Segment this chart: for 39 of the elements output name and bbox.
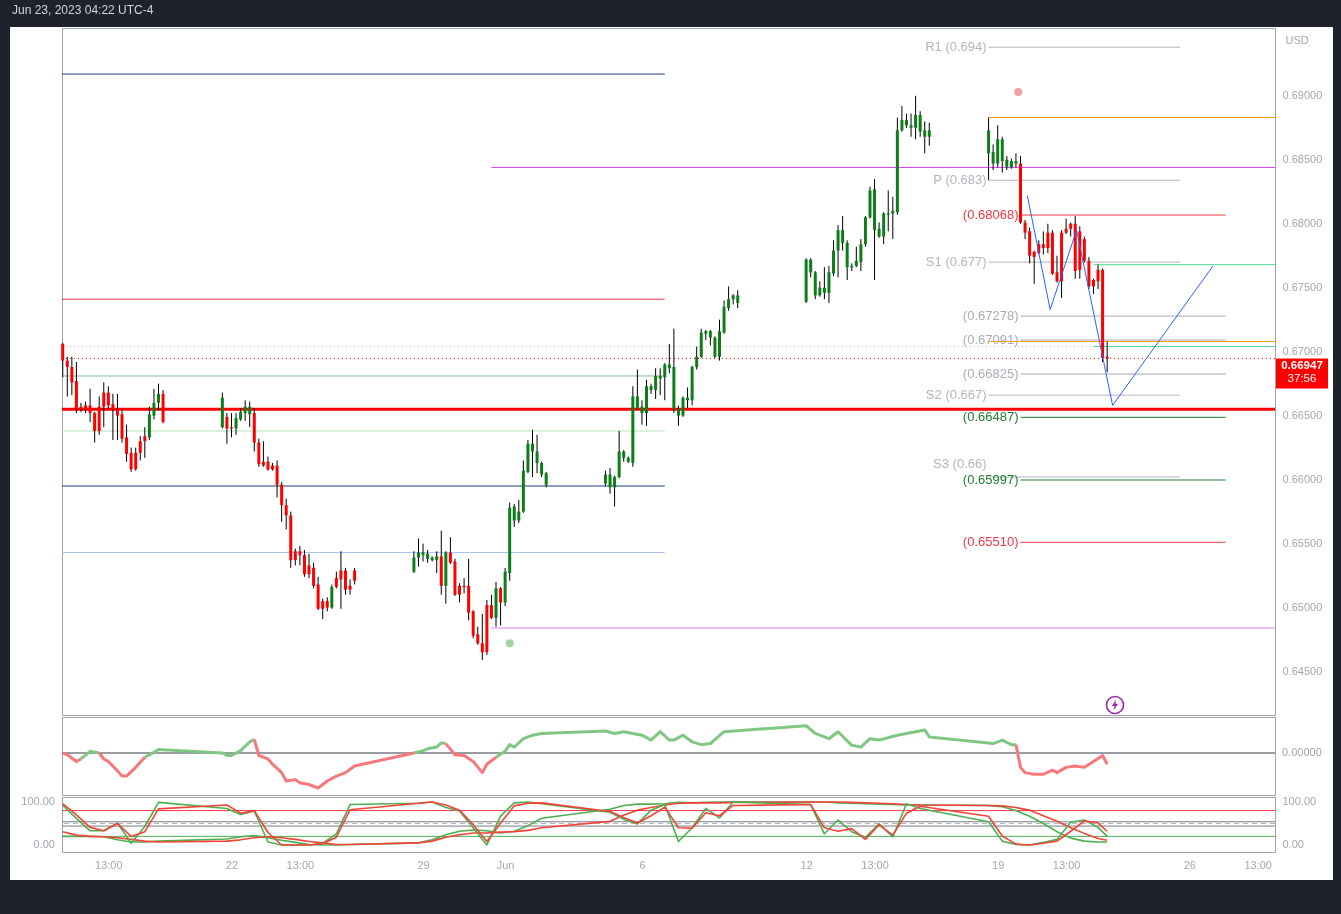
series-label: S3 (0.66) — [933, 456, 987, 472]
x-tick-label: 6 — [639, 858, 646, 871]
x-tick-label: 13:00 — [286, 858, 315, 871]
text: 37:56 — [1287, 372, 1317, 385]
series-label: S2 (0.667) — [925, 387, 987, 403]
ref-line-label: 0.00000 — [1282, 746, 1322, 759]
y-tick-label: 0.65500 — [1282, 537, 1323, 550]
series-label: (0.67091) — [962, 332, 1019, 348]
x-tick-label: 13:00 — [1244, 858, 1272, 871]
x-tick-label: 13:00 — [1052, 858, 1081, 871]
y-tick-label: 0.68000 — [1282, 217, 1323, 230]
series-label: (0.65997) — [962, 471, 1019, 487]
x-tick-label: 13:00 — [95, 858, 123, 871]
series-label: R1 (0.694) — [925, 39, 987, 55]
ref-line-label: 0.66947 — [1281, 359, 1323, 372]
y-tick-label: 0.66000 — [1282, 473, 1323, 486]
y-axis-title: USD — [1285, 33, 1309, 46]
x-tick-label: 19 — [992, 858, 1005, 871]
y-tick-label: 0.67500 — [1282, 281, 1323, 294]
series-label: (0.68068) — [962, 207, 1019, 223]
y-tick-label: 0.68500 — [1282, 153, 1323, 166]
series-label: (0.65510) — [962, 534, 1019, 550]
x-tick-label: 26 — [1183, 858, 1196, 871]
x-tick-label: 22 — [225, 858, 239, 871]
series-label: (0.66487) — [962, 409, 1019, 425]
y-tick-label: 0.69000 — [1282, 89, 1323, 102]
series-label: P (0.683) — [933, 172, 987, 188]
y-tick-label: 0.67000 — [1282, 345, 1323, 358]
x-tick-label: 12 — [800, 858, 813, 871]
x-tick-label: 13:00 — [861, 858, 889, 871]
y-tick-label: 0.64500 — [1282, 665, 1323, 677]
y-tick-label: 0.66500 — [1282, 409, 1323, 422]
series-label: S1 (0.677) — [925, 254, 987, 270]
series-label: (0.67278) — [962, 308, 1019, 324]
y-tick-label: 0.65000 — [1282, 601, 1323, 614]
x-tick-label: 29 — [417, 858, 430, 871]
x-tick-label: Jun — [496, 858, 515, 871]
text: Jun 23, 2023 04:22 UTC-4 — [12, 3, 154, 17]
series-label: (0.66825) — [962, 366, 1019, 382]
